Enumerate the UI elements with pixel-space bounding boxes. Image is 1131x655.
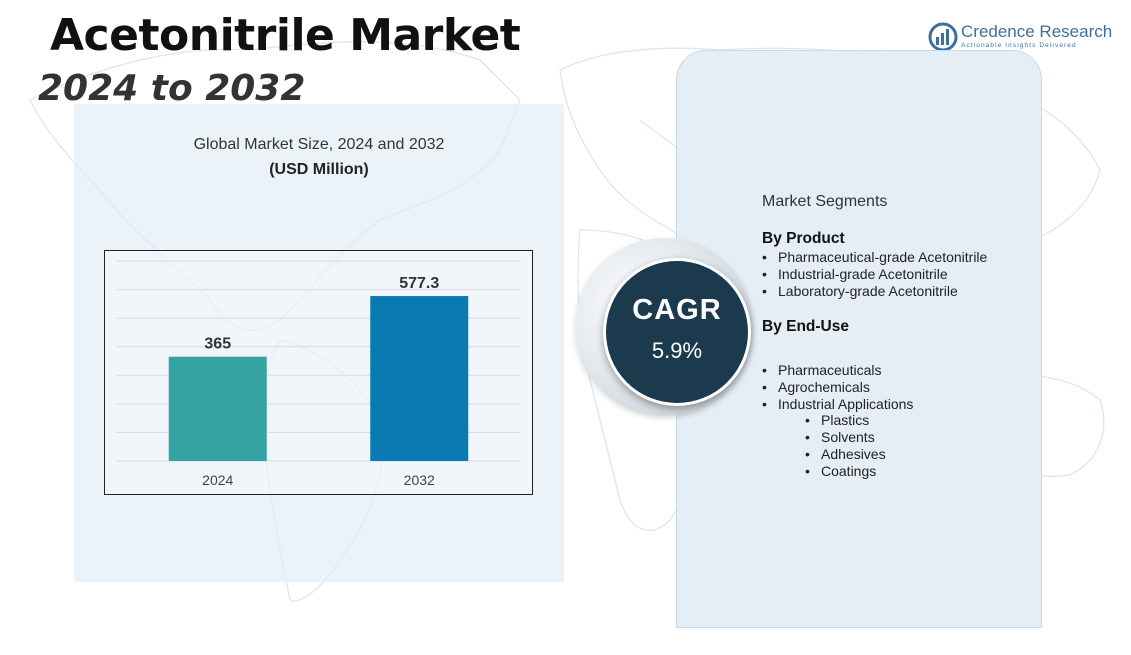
company-logo: Credence Research Actionable Insights De…	[928, 20, 1118, 54]
credence-logo-icon	[928, 22, 958, 52]
data-label-2024: 365	[204, 336, 231, 353]
by-end-use-list: Pharmaceuticals Agrochemicals Industrial…	[762, 362, 913, 413]
page-subtitle: 2024 to 2032	[38, 68, 306, 109]
chart-unit: (USD Million)	[269, 161, 369, 178]
chart-panel	[74, 104, 564, 582]
tick-label-2032: 2032	[404, 472, 435, 488]
cagr-badge	[603, 258, 751, 406]
bar-chart-svg: 365 2024 577.3 2032	[117, 260, 520, 488]
cagr-label: CAGR	[632, 294, 722, 326]
list-item: Agrochemicals	[762, 379, 913, 396]
logo-name: Credence Research	[961, 22, 1113, 41]
bar-2032	[370, 296, 469, 461]
segments-title: Market Segments	[762, 193, 888, 210]
industrial-applications-sublist: Plastics Solvents Adhesives Coatings	[805, 412, 886, 480]
list-item: Coatings	[805, 463, 886, 480]
list-item: Adhesives	[805, 446, 886, 463]
list-item: Plastics	[805, 412, 886, 429]
bar-2024	[168, 356, 267, 461]
by-product-heading: By Product	[762, 230, 845, 247]
data-label-2032: 577.3	[399, 275, 439, 292]
list-item: Laboratory-grade Acetonitrile	[762, 283, 987, 300]
cagr-value: 5.9%	[651, 338, 703, 363]
logo-tagline: Actionable Insights Delivered	[961, 42, 1077, 49]
by-product-list: Pharmaceutical-grade Acetonitrile Indust…	[762, 249, 987, 300]
bar-chart: 365 2024 577.3 2032	[104, 250, 533, 495]
list-item: Industrial Applications	[762, 396, 913, 413]
list-item: Industrial-grade Acetonitrile	[762, 266, 987, 283]
tick-label-2024: 2024	[202, 472, 233, 488]
list-item: Pharmaceuticals	[762, 362, 913, 379]
page-title: Acetonitrile Market	[50, 10, 521, 61]
chart-heading: Global Market Size, 2024 and 2032	[193, 136, 445, 153]
list-item: Solvents	[805, 429, 886, 446]
by-end-use-heading: By End-Use	[762, 318, 849, 335]
list-item: Pharmaceutical-grade Acetonitrile	[762, 249, 987, 266]
